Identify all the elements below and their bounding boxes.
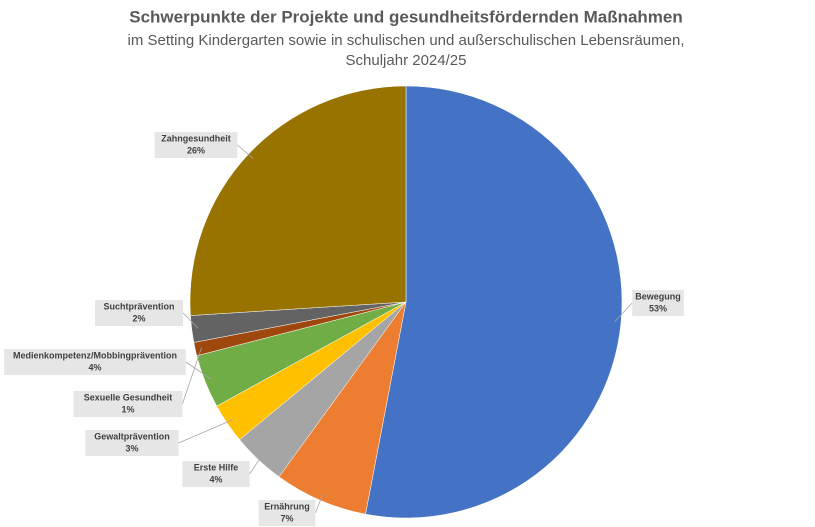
leader-line bbox=[614, 302, 633, 322]
pie-slice bbox=[365, 85, 623, 519]
data-label-value: 26% bbox=[187, 145, 205, 155]
data-label-value: 4% bbox=[209, 474, 222, 484]
data-label-name: Gewaltprävention bbox=[94, 431, 170, 441]
data-label-name: Ernährung bbox=[264, 501, 310, 511]
data-label-value: 7% bbox=[280, 513, 293, 523]
data-label-name: Bewegung bbox=[635, 291, 681, 301]
label-box bbox=[258, 500, 316, 526]
data-label-name: Zahngesundheit bbox=[161, 133, 231, 143]
label-box bbox=[154, 132, 238, 158]
data-label-name: Sexuelle Gesundheit bbox=[84, 392, 173, 402]
leader-line bbox=[237, 144, 254, 159]
label-box bbox=[632, 290, 684, 316]
data-label-name: Erste Hilfe bbox=[194, 462, 239, 472]
data-label-name: Suchtprävention bbox=[103, 301, 174, 311]
data-label-value: 4% bbox=[88, 362, 101, 372]
leader-line bbox=[249, 454, 263, 475]
chart-title: Schwerpunkte der Projekte und gesundheit… bbox=[129, 7, 683, 26]
data-label-name: Medienkompetenz/Mobbingprävention bbox=[13, 350, 177, 360]
leader-line bbox=[315, 494, 324, 514]
leader-line bbox=[185, 361, 212, 380]
label-box bbox=[4, 349, 186, 375]
label-box bbox=[85, 430, 179, 456]
data-label-value: 53% bbox=[649, 303, 667, 313]
data-label-value: 3% bbox=[125, 443, 138, 453]
leader-line bbox=[178, 419, 233, 444]
data-label-value: 2% bbox=[132, 313, 145, 323]
chart-subtitle: Schuljahr 2024/25 bbox=[346, 52, 467, 69]
label-box bbox=[95, 300, 183, 326]
leader-line bbox=[182, 347, 202, 405]
data-label-value: 1% bbox=[121, 404, 134, 414]
label-box bbox=[182, 461, 250, 487]
chart-subtitle: im Setting Kindergarten sowie in schulis… bbox=[128, 32, 685, 49]
pie-slice bbox=[189, 85, 407, 316]
label-box bbox=[73, 391, 183, 417]
leader-line bbox=[182, 312, 199, 329]
